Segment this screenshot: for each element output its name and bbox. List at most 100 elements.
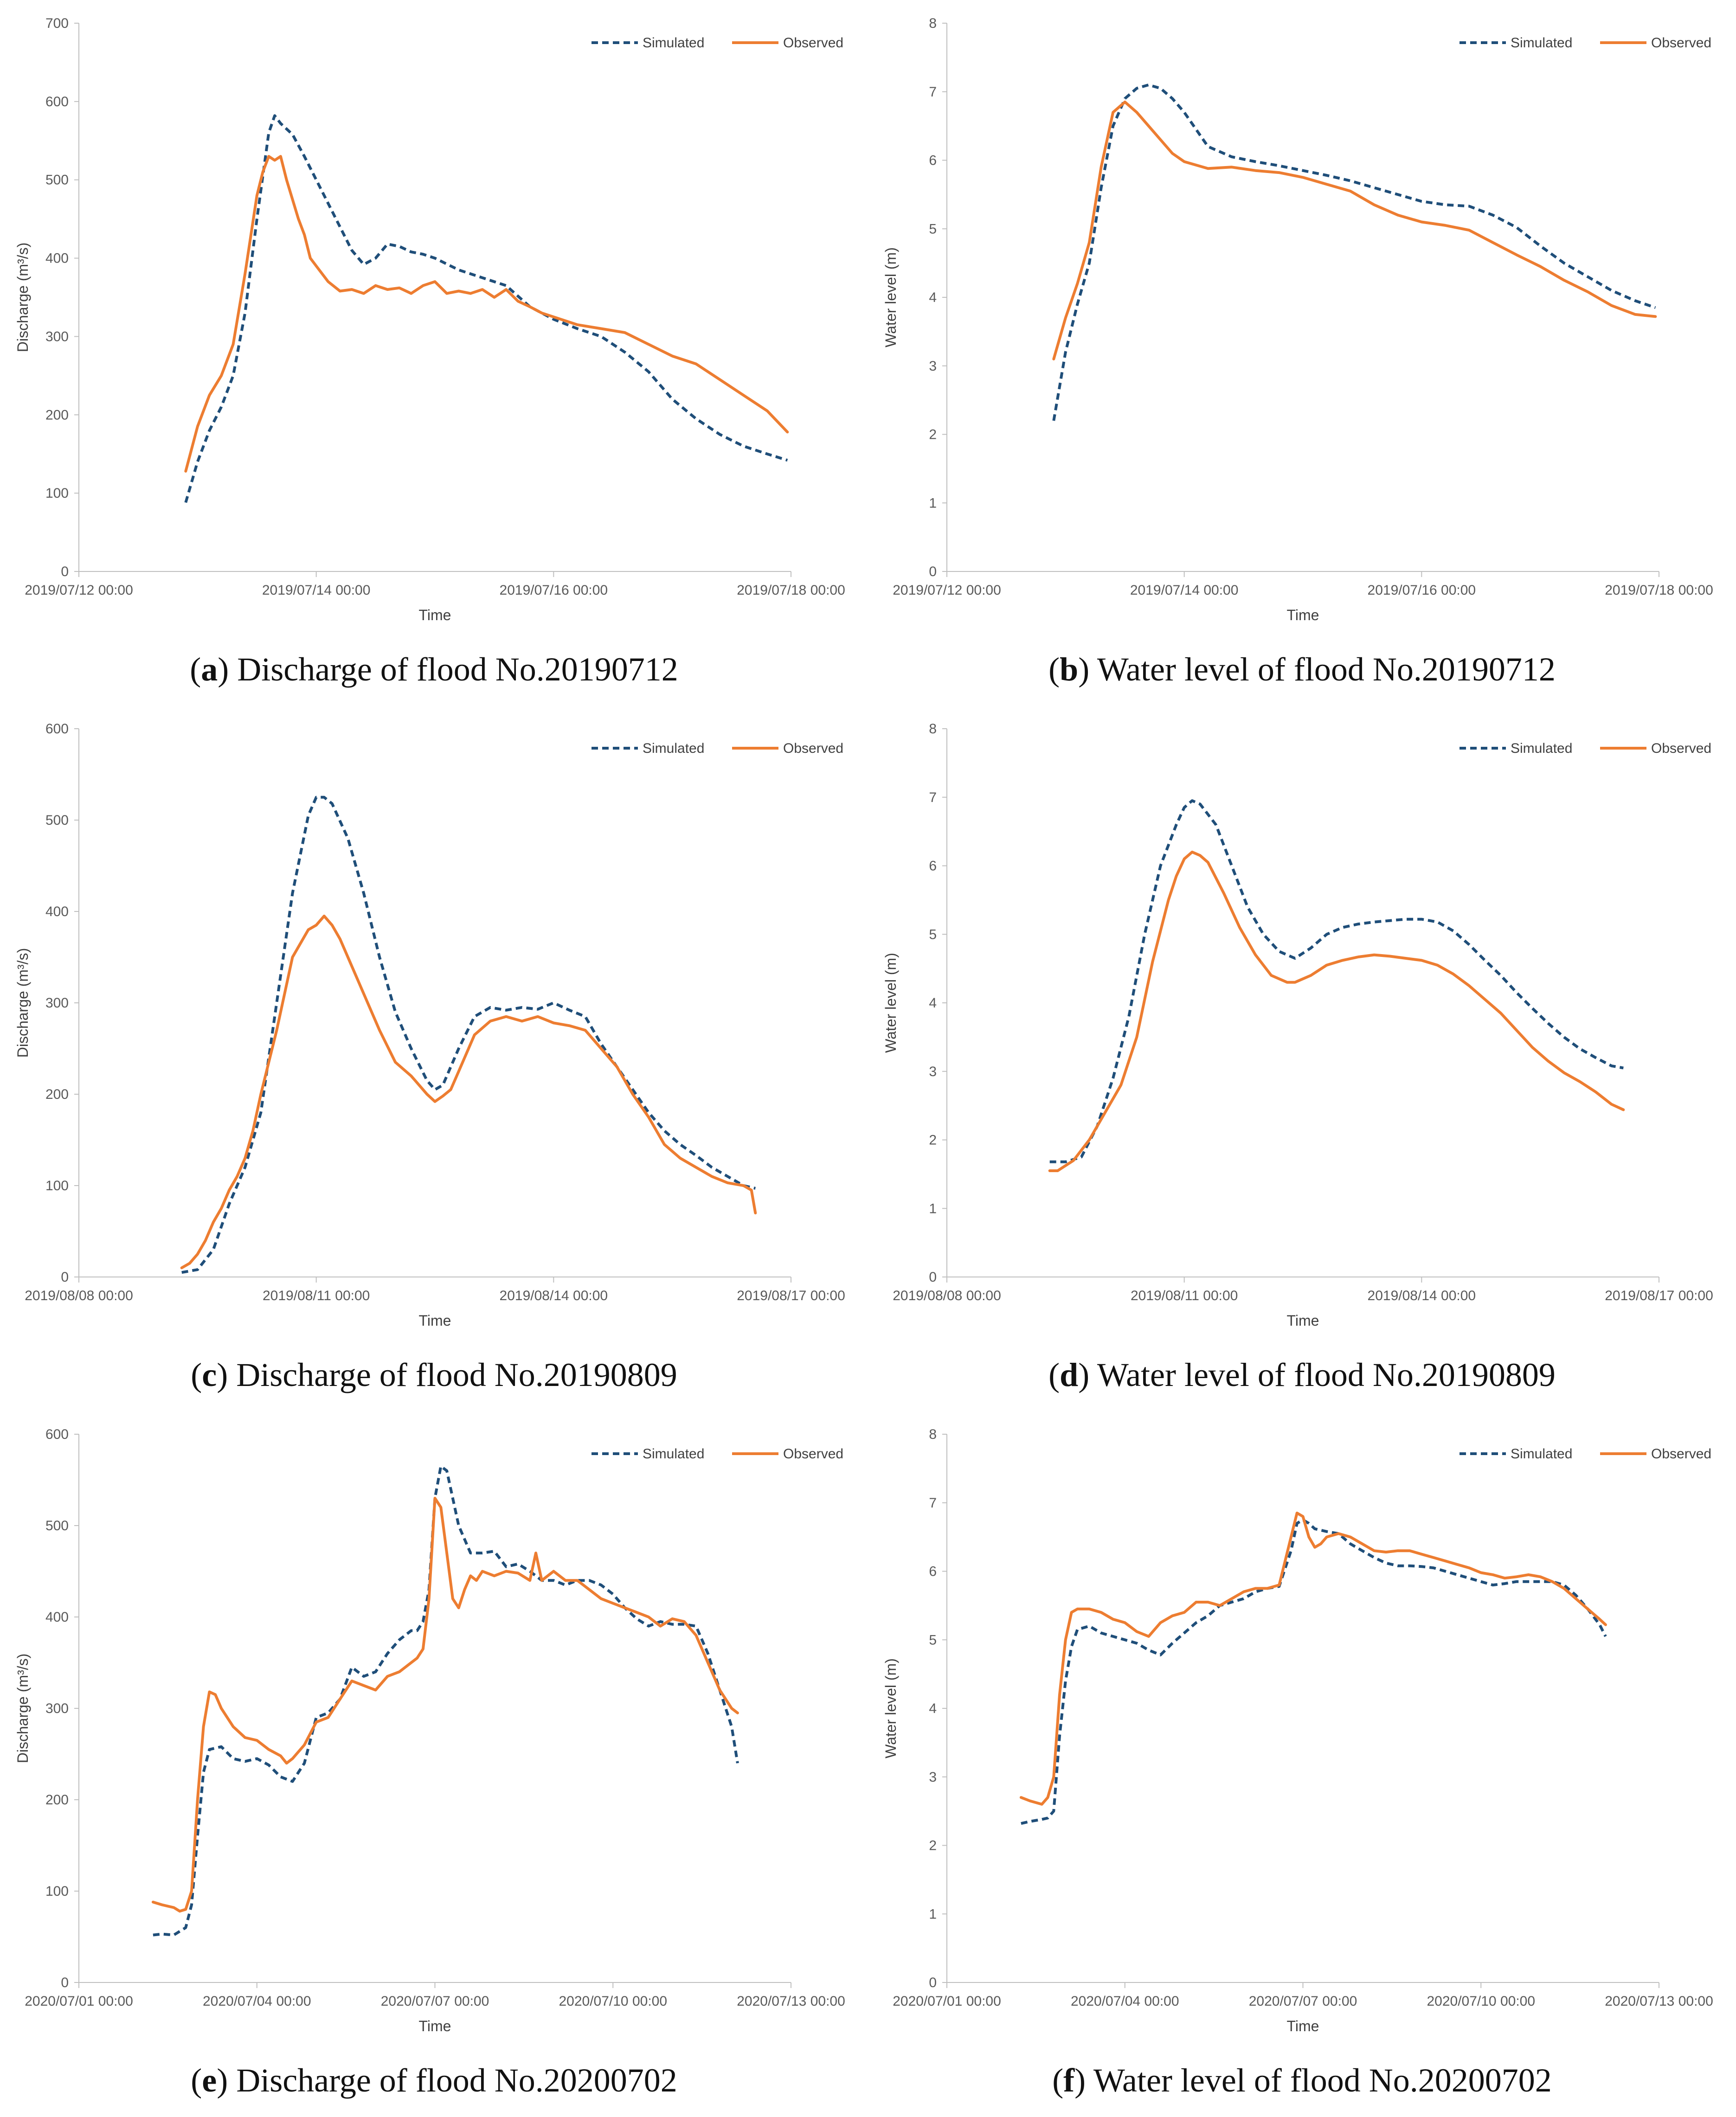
y-tick-label: 0 xyxy=(61,1270,69,1285)
chart-panel-f: 0 1 2 3 4 5 6 7 8 2020/07/01 00:00 2020/07/04 00:0… xyxy=(868,1411,1736,2117)
x-tick-label: 2020/07/01 00:00 xyxy=(893,1994,1001,2009)
caption-letter: a xyxy=(201,651,218,688)
x-tick-label: 2019/07/14 00:00 xyxy=(1130,583,1239,598)
caption-paren-close: ) xyxy=(1074,2062,1093,2099)
series-line-simulated xyxy=(1052,83,1656,421)
y-tick-label: 6 xyxy=(929,1564,937,1579)
chart-svg-b: 0 1 2 3 4 5 6 7 8 2019/07/12 00:00 2019/07/14 00:0… xyxy=(882,16,1713,623)
y-tick-label: 400 xyxy=(45,1610,69,1625)
x-tick-label: 2020/07/10 00:00 xyxy=(1427,1994,1535,2009)
y-tick-label: 500 xyxy=(45,813,69,828)
y-tick-label: 100 xyxy=(45,1884,69,1899)
y-tick-label: 400 xyxy=(45,251,69,266)
x-axis-title: Time xyxy=(419,607,451,623)
caption-paren-close: ) xyxy=(217,2062,237,2099)
x-tick-label: 2019/08/14 00:00 xyxy=(1368,1288,1476,1303)
x-tick-label: 2019/08/17 00:00 xyxy=(1605,1288,1713,1303)
legend-label-observed: Observed xyxy=(1651,1446,1711,1462)
x-tick-label: 2019/08/08 00:00 xyxy=(25,1288,133,1303)
series-line-observed xyxy=(184,155,789,473)
y-tick-label: 100 xyxy=(45,486,69,501)
x-tick-label: 2019/07/12 00:00 xyxy=(893,583,1001,598)
chart-svg-a: 0 100 200 300 400 500 600 700 2019/07/12 00:00 20… xyxy=(14,16,845,623)
legend-label-simulated: Simulated xyxy=(643,1446,704,1462)
y-axis-title: Water level (m) xyxy=(882,953,899,1053)
series-line-observed xyxy=(1048,850,1625,1172)
y-tick-label: 6 xyxy=(929,153,937,168)
y-tick-label: 700 xyxy=(45,16,69,31)
y-tick-label: 8 xyxy=(929,16,937,31)
legend-label-simulated: Simulated xyxy=(1511,35,1572,51)
y-tick-label: 6 xyxy=(929,859,937,874)
series-line-simulated xyxy=(184,114,788,503)
caption-letter: c xyxy=(202,1356,217,1393)
y-tick-label: 1 xyxy=(929,1201,937,1216)
x-tick-label: 2019/08/08 00:00 xyxy=(893,1288,1001,1303)
panel-caption: (f) Water level of flood No.20200702 xyxy=(868,2061,1736,2100)
y-tick-label: 7 xyxy=(929,84,937,100)
y-tick-label: 3 xyxy=(929,1770,937,1785)
caption-paren-open: ( xyxy=(1052,2062,1064,2099)
series-line-observed xyxy=(1019,1511,1607,1806)
y-tick-label: 300 xyxy=(45,1701,69,1716)
panel-caption: (d) Water level of flood No.20190809 xyxy=(868,1356,1736,1394)
y-tick-label: 1 xyxy=(929,1906,937,1922)
series-line-simulated xyxy=(1049,799,1624,1163)
x-tick-label: 2020/07/07 00:00 xyxy=(381,1994,489,2009)
caption-text: Discharge of flood No.20190712 xyxy=(237,651,678,688)
legend-label-observed: Observed xyxy=(1651,35,1711,51)
caption-paren-close: ) xyxy=(1078,651,1097,688)
y-tick-label: 2 xyxy=(929,1838,937,1854)
x-tick-label: 2019/07/18 00:00 xyxy=(737,583,845,598)
x-axis-title: Time xyxy=(1287,1312,1319,1329)
y-tick-label: 1 xyxy=(929,495,937,511)
chart-panel-d: 0 1 2 3 4 5 6 7 8 2019/08/08 00:00 2019/08/11 00:0… xyxy=(868,706,1736,1411)
x-axis-title: Time xyxy=(1287,607,1319,623)
y-tick-label: 8 xyxy=(929,1427,937,1442)
y-tick-label: 600 xyxy=(45,721,69,737)
caption-paren-open: ( xyxy=(191,2062,202,2099)
x-tick-label: 2020/07/04 00:00 xyxy=(203,1994,311,2009)
caption-letter: f xyxy=(1063,2062,1075,2099)
y-tick-label: 0 xyxy=(929,1975,937,1990)
x-tick-label: 2020/07/01 00:00 xyxy=(25,1994,133,2009)
y-axis-title: Discharge (m³/s) xyxy=(14,243,31,352)
series-line-simulated xyxy=(1021,1518,1607,1825)
y-tick-label: 0 xyxy=(61,1975,69,1990)
y-tick-label: 4 xyxy=(929,1701,937,1716)
chart-panel-b: 0 1 2 3 4 5 6 7 8 2019/07/12 00:00 2019/07/14 00:0… xyxy=(868,0,1736,706)
caption-paren-open: ( xyxy=(1048,1356,1060,1393)
legend-label-simulated: Simulated xyxy=(643,741,704,756)
y-tick-label: 0 xyxy=(929,564,937,579)
legend-label-simulated: Simulated xyxy=(1511,1446,1572,1462)
y-tick-label: 2 xyxy=(929,1133,937,1148)
caption-paren-close: ) xyxy=(1078,1356,1097,1393)
y-tick-label: 0 xyxy=(61,564,69,579)
legend-label-simulated: Simulated xyxy=(1511,741,1572,756)
x-tick-label: 2019/07/12 00:00 xyxy=(25,583,133,598)
x-tick-label: 2019/08/14 00:00 xyxy=(500,1288,608,1303)
y-tick-label: 200 xyxy=(45,1792,69,1808)
caption-paren-open: ( xyxy=(191,1356,202,1393)
chart-svg-e: 0 100 200 300 400 500 600 2020/07/01 00:00 2020/… xyxy=(14,1427,845,2034)
x-tick-label: 2019/07/16 00:00 xyxy=(500,583,608,598)
y-tick-label: 600 xyxy=(45,94,69,109)
x-tick-label: 2019/07/14 00:00 xyxy=(262,583,371,598)
x-tick-label: 2020/07/07 00:00 xyxy=(1249,1994,1357,2009)
panel-caption: (a) Discharge of flood No.20190712 xyxy=(0,650,868,689)
y-tick-label: 4 xyxy=(929,290,937,305)
y-tick-label: 5 xyxy=(929,927,937,942)
x-tick-label: 2019/08/11 00:00 xyxy=(263,1288,370,1303)
y-axis-title: Water level (m) xyxy=(882,1658,899,1758)
x-axis-title: Time xyxy=(419,2018,451,2034)
x-tick-label: 2020/07/04 00:00 xyxy=(1071,1994,1179,2009)
y-tick-label: 3 xyxy=(929,359,937,374)
y-tick-label: 0 xyxy=(929,1270,937,1285)
y-tick-label: 300 xyxy=(45,329,69,344)
legend-label-observed: Observed xyxy=(783,741,843,756)
chart-svg-d: 0 1 2 3 4 5 6 7 8 2019/08/08 00:00 2019/08/11 00:0… xyxy=(882,721,1713,1329)
caption-text: Discharge of flood No.20200702 xyxy=(236,2062,677,2099)
legend-label-observed: Observed xyxy=(783,1446,843,1462)
chart-svg-c: 0 100 200 300 400 500 600 2019/08/08 00:00 2019/… xyxy=(14,721,845,1329)
y-tick-label: 2 xyxy=(929,427,937,443)
